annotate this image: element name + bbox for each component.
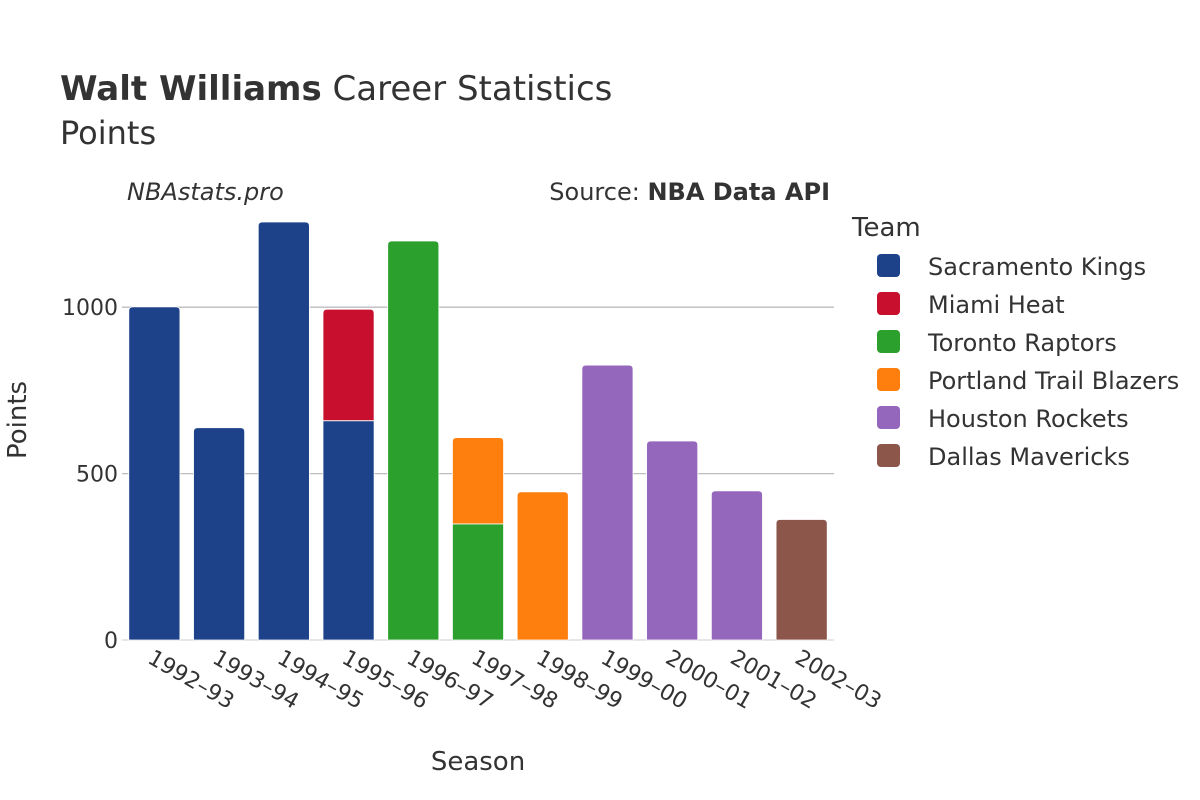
chart-title: Walt Williams Career Statistics [60,69,612,109]
y-tick-label: 0 [104,629,118,654]
legend-label: Houston Rockets [928,405,1129,433]
legend-swatch [877,444,900,467]
bar-1996–97-toronto-raptors[interactable] [387,240,440,641]
x-axis-title: Season [431,747,525,777]
legend-label: Sacramento Kings [928,253,1146,281]
bar-1997–98-toronto-raptors[interactable] [452,523,504,641]
y-tick-labels: 0 500 1000 [62,296,118,654]
legend-label: Portland Trail Blazers [928,367,1179,395]
y-tick-label: 500 [76,463,118,488]
bar-1995–96-sacramento-kings[interactable] [322,420,375,641]
legend-swatch [877,292,900,315]
legend-label: Miami Heat [928,291,1065,319]
bar-1995–96-miami-heat[interactable] [322,308,375,422]
chart-title-player: Walt Williams [60,69,322,109]
chart-title-rest: Career Statistics [322,69,613,109]
bar-2001–02-houston-rockets[interactable] [710,490,763,641]
x-tick-labels: 1992–931993–941994–951995–961996–971997–… [143,646,885,715]
legend: Sacramento Kings Miami Heat Toronto Raptor… [877,253,1179,471]
y-tick-label: 1000 [62,296,118,321]
source-prefix: Source: [549,178,647,206]
bar-2000–01-houston-rockets[interactable] [646,440,699,641]
bars [128,221,828,641]
watermark: NBAstats.pro [127,178,284,206]
source-note: Source: NBA Data API [549,178,830,206]
legend-swatch [877,254,900,277]
chart-subtitle: Points [60,114,156,152]
bar-1997–98-portland-trail-blazers[interactable] [452,437,504,525]
legend-label: Dallas Mavericks [928,443,1130,471]
y-axis-title: Points [3,381,33,459]
bar-1993–94-sacramento-kings[interactable] [193,427,246,641]
bar-1999–00-houston-rockets[interactable] [581,364,634,641]
bar-1994–95-sacramento-kings[interactable] [257,221,310,641]
legend-swatch [877,330,900,353]
bar-1998–99-portland-trail-blazers[interactable] [516,491,569,641]
legend-swatch [877,406,900,429]
source-name: NBA Data API [647,178,830,206]
legend-title: Team [851,213,921,243]
bar-1992–93-sacramento-kings[interactable] [128,306,181,641]
legend-swatch [877,368,900,391]
legend-label: Toronto Raptors [927,329,1117,357]
bar-2002–03-dallas-mavericks[interactable] [775,519,828,641]
